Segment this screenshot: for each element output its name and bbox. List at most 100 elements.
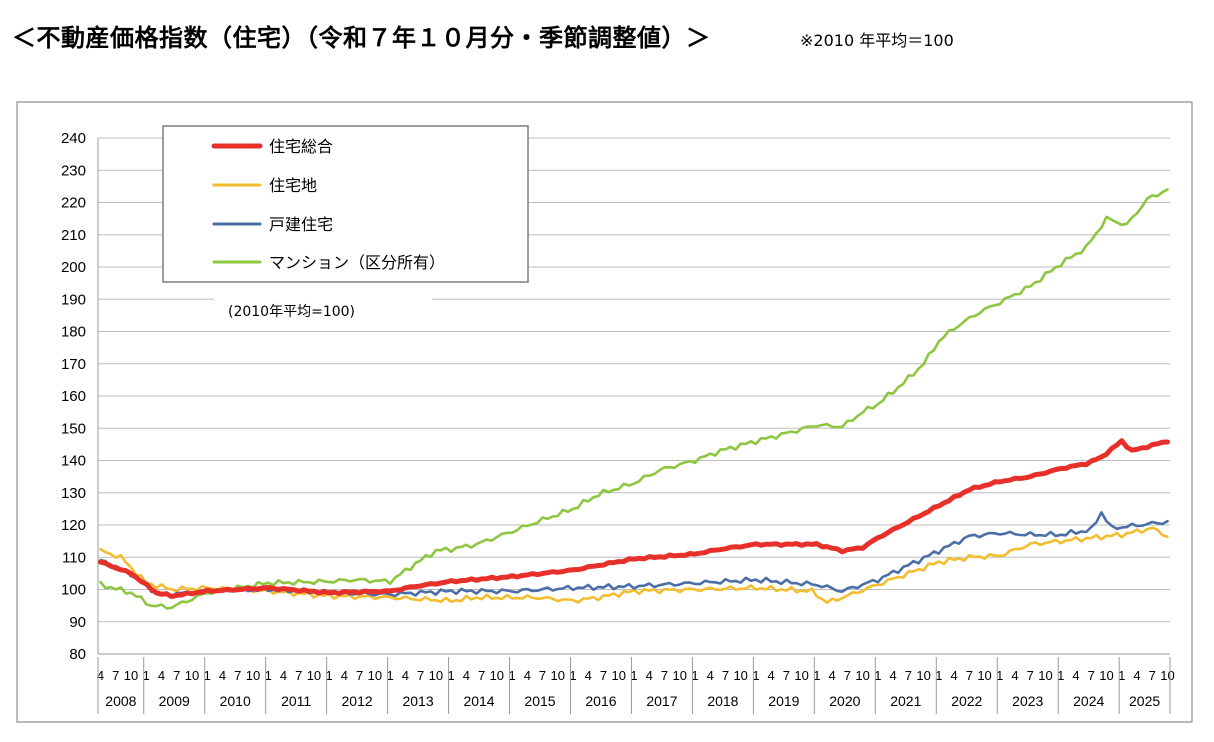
x-tick-label: 10 xyxy=(307,668,321,683)
x-tick-label: 4 xyxy=(97,668,104,683)
x-tick-label: 7 xyxy=(1027,668,1034,683)
y-tick-label: 220 xyxy=(61,195,86,212)
x-tick-label: 4 xyxy=(1011,668,1018,683)
x-tick-label: 7 xyxy=(356,668,363,683)
y-tick-label: 120 xyxy=(61,517,86,534)
x-tick-label: 7 xyxy=(722,668,729,683)
x-tick-label: 4 xyxy=(402,668,409,683)
y-tick-label: 130 xyxy=(61,485,86,502)
page-title: ＜不動産価格指数（住宅）（令和７年１０月分・季節調整値）＞ xyxy=(12,24,711,52)
x-tick-label: 4 xyxy=(585,668,592,683)
y-tick-label: 150 xyxy=(61,420,86,437)
x-tick-label: 4 xyxy=(524,668,531,683)
year-label: 2014 xyxy=(463,693,494,709)
y-tick-label: 100 xyxy=(61,582,86,599)
x-tick-label: 10 xyxy=(1160,668,1174,683)
x-tick-label: 1 xyxy=(387,668,394,683)
base-note-text: (2010年平均=100) xyxy=(228,304,355,320)
year-label: 2018 xyxy=(707,693,738,709)
legend-label: 戸建住宅 xyxy=(269,215,333,234)
y-tick-label: 90 xyxy=(69,614,86,631)
y-tick-label: 180 xyxy=(61,324,86,341)
year-label: 2021 xyxy=(890,693,921,709)
x-tick-label: 4 xyxy=(707,668,714,683)
year-label: 2022 xyxy=(951,693,982,709)
x-tick-label: 7 xyxy=(173,668,180,683)
x-tick-label: 10 xyxy=(368,668,382,683)
x-tick-label: 7 xyxy=(905,668,912,683)
year-label: 2024 xyxy=(1073,693,1104,709)
year-label: 2016 xyxy=(585,693,616,709)
x-tick-label: 1 xyxy=(691,668,698,683)
base-note-group: (2010年平均=100) xyxy=(214,291,432,327)
year-label: 2025 xyxy=(1129,693,1160,709)
x-tick-label: 4 xyxy=(646,668,653,683)
legend-box xyxy=(162,125,529,283)
x-tick-label: 10 xyxy=(490,668,504,683)
y-tick-label: 170 xyxy=(61,356,86,373)
x-tick-label: 7 xyxy=(478,668,485,683)
year-label: 2009 xyxy=(159,693,190,709)
x-tick-label: 4 xyxy=(1072,668,1079,683)
y-tick-label: 160 xyxy=(61,388,86,405)
x-tick-label: 4 xyxy=(829,668,836,683)
x-tick-label: 1 xyxy=(813,668,820,683)
year-label: 2012 xyxy=(342,693,373,709)
year-label: 2023 xyxy=(1012,693,1043,709)
x-tick-label: 1 xyxy=(1118,668,1125,683)
x-tick-label: 7 xyxy=(966,668,973,683)
x-tick-label: 10 xyxy=(672,668,686,683)
x-tick-label: 10 xyxy=(794,668,808,683)
base-year-note: ※2010 年平均＝100 xyxy=(800,31,954,50)
x-tick-label: 1 xyxy=(996,668,1003,683)
x-tick-label: 7 xyxy=(539,668,546,683)
x-tick-label: 7 xyxy=(783,668,790,683)
x-tick-label: 7 xyxy=(844,668,851,683)
x-tick-label: 10 xyxy=(1099,668,1113,683)
y-tick-label: 240 xyxy=(61,130,86,147)
x-tick-label: 1 xyxy=(143,668,150,683)
x-tick-label: 10 xyxy=(977,668,991,683)
y-tick-label: 140 xyxy=(61,453,86,470)
x-tick-label: 7 xyxy=(417,668,424,683)
x-tick-label: 10 xyxy=(124,668,138,683)
x-tick-label: 10 xyxy=(612,668,626,683)
legend-label: 住宅総合 xyxy=(269,137,333,156)
year-label: 2013 xyxy=(402,693,433,709)
x-tick-label: 7 xyxy=(600,668,607,683)
x-tick-label: 4 xyxy=(463,668,470,683)
x-tick-label: 10 xyxy=(916,668,930,683)
x-tick-label: 1 xyxy=(752,668,759,683)
x-tick-label: 10 xyxy=(1038,668,1052,683)
series-lines xyxy=(98,188,1170,610)
y-tick-label: 200 xyxy=(61,259,86,276)
year-label: 2015 xyxy=(524,693,555,709)
x-tick-label: 7 xyxy=(112,668,119,683)
base-note-bg xyxy=(214,291,432,327)
year-label: 2008 xyxy=(105,693,136,709)
x-tick-label: 1 xyxy=(204,668,211,683)
x-tick-label: 7 xyxy=(661,668,668,683)
x-tick-label: 4 xyxy=(219,668,226,683)
x-tick-label: 10 xyxy=(855,668,869,683)
x-tick-label: 7 xyxy=(295,668,302,683)
year-label: 2017 xyxy=(646,693,677,709)
x-tick-label: 1 xyxy=(508,668,515,683)
legend-label: マンション（区分所有） xyxy=(269,253,445,272)
series-line xyxy=(98,438,1170,600)
x-tick-label: 1 xyxy=(326,668,333,683)
year-label: 2010 xyxy=(220,693,251,709)
x-tick-label: 7 xyxy=(234,668,241,683)
year-label: 2020 xyxy=(829,693,860,709)
legend-label: 住宅地 xyxy=(269,176,317,195)
y-tick-label: 210 xyxy=(61,227,86,244)
x-tick-label: 1 xyxy=(569,668,576,683)
x-tick-label: 10 xyxy=(733,668,747,683)
y-tick-label: 110 xyxy=(62,549,86,566)
x-tick-label: 4 xyxy=(950,668,957,683)
x-tick-label: 1 xyxy=(1057,668,1064,683)
x-tick-label: 10 xyxy=(185,668,199,683)
x-tick-label: 4 xyxy=(158,668,165,683)
